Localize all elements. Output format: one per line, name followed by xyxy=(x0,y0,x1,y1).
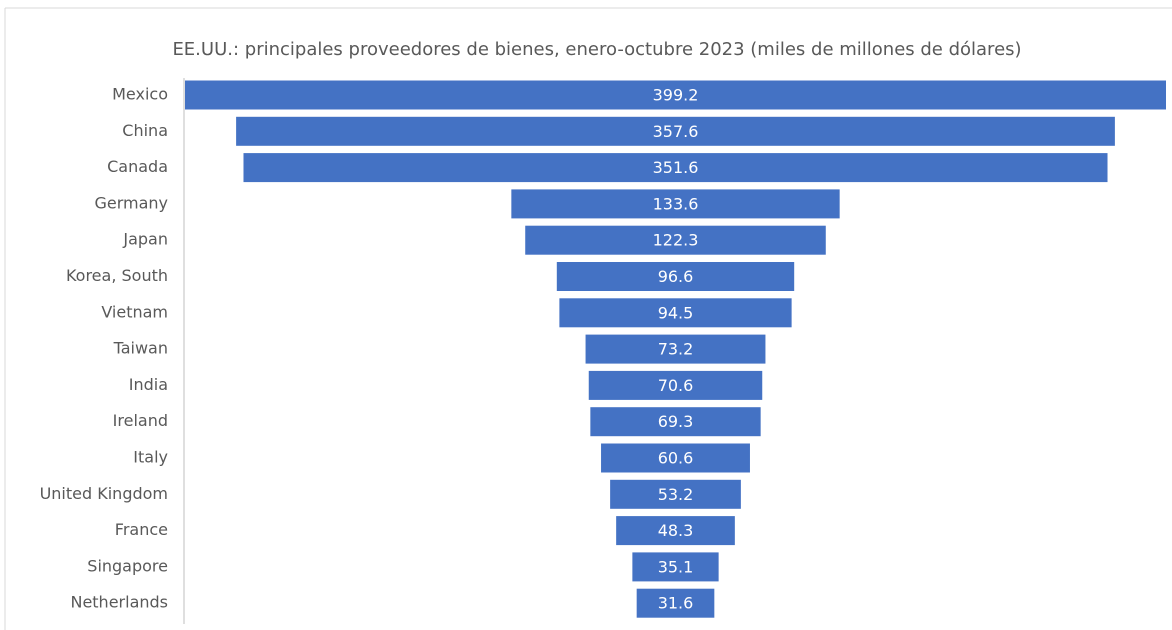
bar xyxy=(525,225,826,255)
bar xyxy=(511,189,840,219)
category-label: Singapore xyxy=(87,556,168,575)
category-label: Vietnam xyxy=(101,302,168,321)
category-label: Germany xyxy=(94,193,168,212)
category-label: China xyxy=(122,121,168,140)
category-label: Korea, South xyxy=(66,266,168,285)
bar xyxy=(236,116,1115,146)
category-label: France xyxy=(115,520,168,539)
data-label: 73.2 xyxy=(658,340,694,359)
data-label: 351.6 xyxy=(653,158,699,177)
bar xyxy=(610,479,741,509)
bar xyxy=(616,516,735,546)
bar xyxy=(185,80,1166,110)
data-label: 31.6 xyxy=(658,594,694,613)
data-label: 35.1 xyxy=(658,557,694,576)
data-label: 70.6 xyxy=(658,376,694,395)
bar xyxy=(559,298,792,328)
bar xyxy=(585,334,766,364)
bar xyxy=(588,370,763,400)
category-label: Canada xyxy=(107,157,168,176)
category-label: United Kingdom xyxy=(40,484,168,503)
bar xyxy=(243,153,1108,183)
chart-title: EE.UU.: principales proveedores de biene… xyxy=(172,39,1021,60)
bar xyxy=(636,588,715,618)
category-label: Taiwan xyxy=(113,339,168,358)
category-label: Mexico xyxy=(112,85,168,104)
category-label: Ireland xyxy=(113,411,168,430)
bar xyxy=(632,552,719,582)
category-label: India xyxy=(129,375,168,394)
data-label: 53.2 xyxy=(658,485,694,504)
category-label: Japan xyxy=(122,230,168,249)
category-label: Netherlands xyxy=(70,593,168,612)
data-label: 357.6 xyxy=(653,122,699,141)
bar xyxy=(556,262,795,291)
data-label: 133.6 xyxy=(653,194,699,213)
data-label: 122.3 xyxy=(653,231,699,250)
data-label: 69.3 xyxy=(658,412,694,431)
data-label: 96.6 xyxy=(658,267,694,286)
bar xyxy=(590,407,761,437)
data-label: 94.5 xyxy=(658,303,694,322)
bar xyxy=(601,443,750,473)
category-label: Italy xyxy=(133,448,168,467)
data-label: 48.3 xyxy=(658,521,694,540)
data-label: 60.6 xyxy=(658,449,694,468)
data-label: 399.2 xyxy=(653,86,699,105)
